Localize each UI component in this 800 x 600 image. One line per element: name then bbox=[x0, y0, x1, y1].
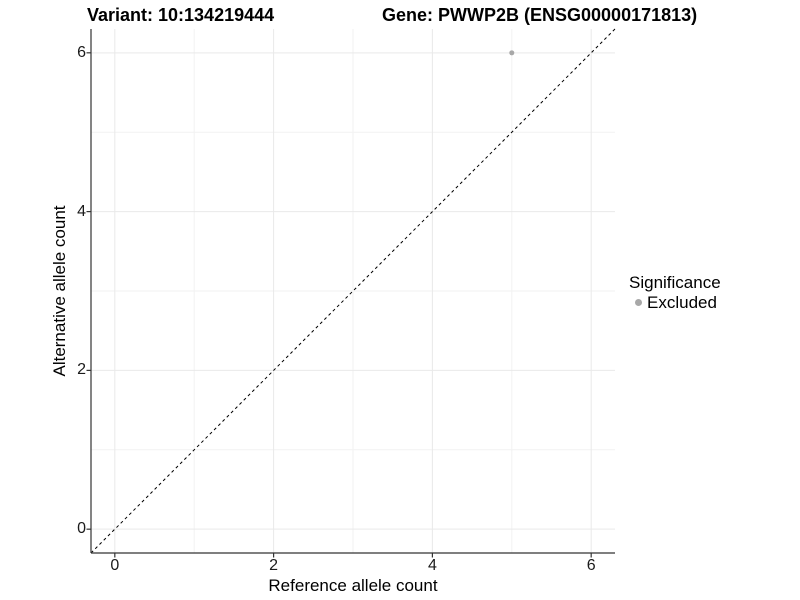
legend-item-label: Excluded bbox=[647, 293, 717, 312]
variant-title: Variant: 10:134219444 bbox=[87, 5, 275, 25]
x-tick-label: 6 bbox=[586, 557, 596, 574]
legend: Significance Excluded bbox=[629, 273, 721, 312]
x-tick-label: 4 bbox=[427, 557, 437, 574]
x-tick-label: 2 bbox=[269, 557, 279, 574]
legend-circle-marker-icon bbox=[635, 299, 642, 306]
y-axis-title: Alternative allele count bbox=[50, 205, 69, 377]
legend-title: Significance bbox=[629, 273, 721, 292]
x-axis-title: Reference allele count bbox=[268, 576, 438, 595]
gene-title: Gene: PWWP2B (ENSG00000171813) bbox=[382, 5, 698, 25]
legend-item-excluded: Excluded bbox=[629, 293, 721, 312]
y-tick-label: 2 bbox=[77, 361, 86, 379]
y-tick-label: 6 bbox=[77, 43, 86, 61]
data-point bbox=[509, 50, 515, 56]
x-tick-label: 0 bbox=[110, 557, 120, 574]
y-tick-label: 0 bbox=[77, 520, 86, 538]
y-tick-label: 4 bbox=[77, 202, 86, 220]
